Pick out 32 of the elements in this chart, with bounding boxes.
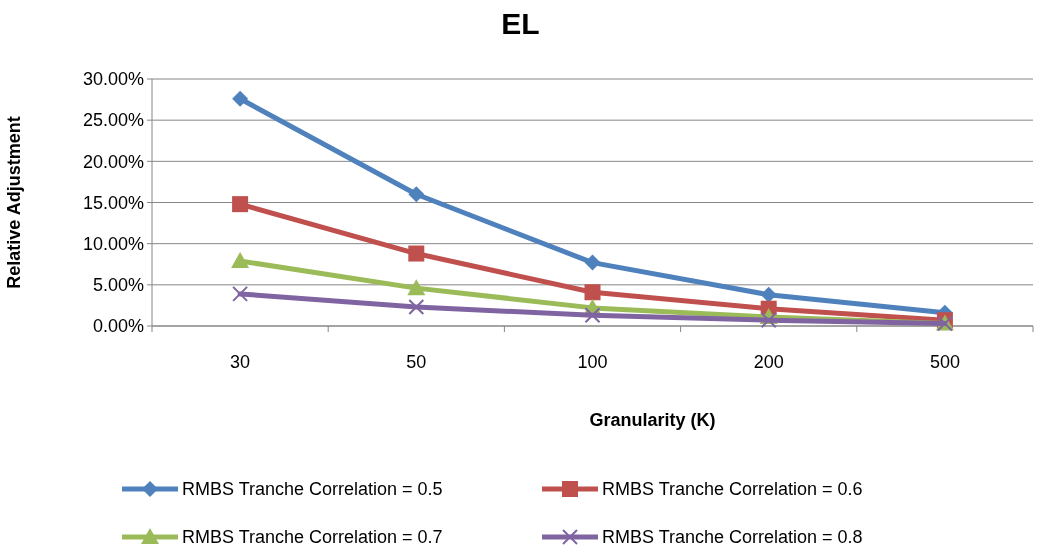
y-tick-label: 25.00% — [82, 110, 144, 131]
point — [760, 286, 777, 303]
y-tick-label: 0.00% — [92, 316, 144, 337]
point — [232, 90, 249, 107]
point — [232, 285, 249, 302]
point — [408, 299, 425, 316]
point — [231, 251, 250, 268]
point — [232, 196, 249, 213]
y-tick-label: 30.00% — [82, 69, 144, 90]
y-tick-label: 5.00% — [92, 275, 144, 296]
legend-label: RMBS Tranche Correlation = 0.5 — [182, 479, 443, 500]
chart-title: EL — [501, 7, 540, 40]
y-tick-label: 20.00% — [82, 151, 144, 172]
y-tick-label: 15.00% — [82, 192, 144, 213]
point — [584, 254, 601, 271]
point — [584, 284, 601, 301]
point — [760, 312, 777, 329]
x-tick-label: 50 — [406, 352, 427, 372]
y-axis-title: Relative Adjustment — [4, 116, 24, 289]
x-tick-label: 500 — [929, 352, 960, 372]
x-tick-label: 100 — [577, 352, 608, 372]
point — [408, 186, 425, 203]
y-tick-label: 10.00% — [82, 233, 144, 254]
legend-label: RMBS Tranche Correlation = 0.7 — [182, 527, 443, 548]
x-tick-label: 30 — [230, 352, 251, 372]
legend-label: RMBS Tranche Correlation = 0.8 — [602, 527, 863, 548]
x-axis-title: Granularity (K) — [589, 410, 716, 430]
point — [408, 245, 425, 262]
point — [407, 279, 426, 296]
x-tick-label: 200 — [753, 352, 784, 372]
legend-label: RMBS Tranche Correlation = 0.6 — [602, 479, 863, 500]
point — [584, 307, 601, 324]
